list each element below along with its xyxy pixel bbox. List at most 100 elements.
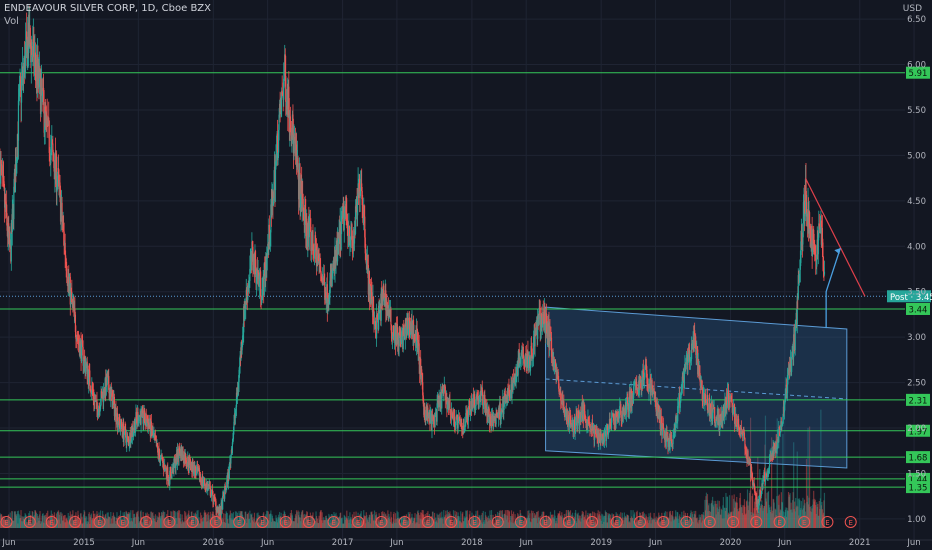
channel-area[interactable]	[545, 306, 848, 469]
earnings-event-marker[interactable]	[773, 516, 786, 528]
earnings-event-marker[interactable]	[233, 516, 246, 528]
channel-midline[interactable]	[545, 378, 847, 400]
volume-bar	[330, 514, 333, 528]
volume-bar	[92, 518, 94, 528]
candle-body	[814, 252, 816, 255]
volume-bar	[70, 514, 72, 528]
earnings-event-marker[interactable]	[68, 516, 81, 528]
earnings-event-marker[interactable]	[610, 516, 623, 528]
earnings-event-marker[interactable]	[703, 516, 716, 528]
volume-bar	[153, 515, 155, 528]
volume-bar	[667, 516, 669, 528]
candle-body	[380, 292, 382, 321]
projection-arrow[interactable]	[825, 247, 841, 329]
earnings-event-marker[interactable]	[327, 516, 340, 528]
earnings-event-marker[interactable]	[586, 516, 599, 528]
candle-body	[216, 508, 219, 513]
earnings-event-marker[interactable]	[163, 516, 176, 528]
candle-body	[19, 79, 22, 83]
earnings-event-marker[interactable]	[680, 516, 693, 528]
volume-bar	[404, 516, 406, 528]
earnings-event-marker[interactable]	[515, 516, 528, 528]
earnings-event-marker[interactable]	[209, 516, 222, 528]
earnings-event-marker[interactable]	[93, 516, 106, 528]
volume-bar	[674, 516, 676, 528]
volume-bar	[208, 515, 210, 528]
earnings-event-marker[interactable]	[633, 516, 646, 528]
candle-body	[466, 415, 468, 417]
volume-bar	[287, 515, 289, 528]
earnings-event-marker[interactable]	[750, 516, 763, 528]
volume-bar	[425, 521, 427, 528]
earnings-event-marker[interactable]	[821, 516, 834, 528]
candle-body	[734, 423, 736, 425]
volume-bar	[719, 514, 721, 528]
volume-bar	[380, 518, 382, 528]
earnings-event-marker[interactable]	[844, 516, 857, 528]
earnings-event-marker[interactable]	[398, 516, 411, 528]
candle-body	[133, 428, 135, 432]
candle-body	[237, 381, 240, 389]
volume-bar	[529, 521, 532, 528]
earnings-event-marker[interactable]	[468, 516, 481, 528]
earnings-event-marker[interactable]	[0, 516, 13, 528]
earnings-event-marker[interactable]	[421, 516, 434, 528]
earnings-event-marker[interactable]	[279, 516, 292, 528]
volume-bar	[429, 516, 431, 528]
candle-body	[90, 392, 92, 394]
candle-body	[53, 160, 55, 169]
downtrend-line[interactable]	[804, 177, 866, 297]
volume-bar	[716, 507, 718, 528]
volume-bar	[344, 515, 346, 528]
earnings-event-marker[interactable]	[375, 516, 388, 528]
volume-bar	[124, 516, 126, 528]
price-channel[interactable]	[545, 306, 848, 469]
volume-bar	[611, 517, 614, 528]
candle-body	[168, 480, 170, 481]
volume-bar	[25, 514, 27, 528]
volume-bar	[760, 505, 762, 528]
earnings-event-marker[interactable]	[445, 516, 458, 528]
time-tick-label: 2015	[73, 538, 95, 548]
earnings-event-marker[interactable]	[45, 516, 58, 528]
volume-bar	[565, 513, 567, 528]
volume-bar	[263, 518, 265, 528]
volume-bar	[325, 515, 327, 528]
earnings-event-marker[interactable]	[302, 516, 315, 528]
volume-bar	[97, 519, 99, 528]
earnings-event-marker[interactable]	[186, 516, 199, 528]
earnings-event-marker[interactable]	[256, 516, 269, 528]
candle-body	[765, 473, 767, 477]
volume-bar	[774, 517, 776, 528]
candle-body	[238, 369, 240, 382]
volume-bar	[653, 512, 655, 528]
trend-drawings[interactable]	[804, 177, 866, 329]
last-price-tag[interactable]	[887, 290, 931, 303]
earnings-event-marker[interactable]	[23, 516, 36, 528]
volume-bar	[586, 514, 589, 528]
earnings-event-marker[interactable]	[539, 516, 552, 528]
time-axis[interactable]: Jun 2015 Jun 2016 Jun 2017 Jun 2018 Jun 2019 Jun 20…	[0, 538, 932, 548]
earnings-event-marker[interactable]	[727, 516, 740, 528]
earnings-event-marker[interactable]	[491, 516, 504, 528]
volume-bar	[343, 514, 345, 528]
volume-bar	[447, 511, 449, 528]
candle-body	[747, 450, 749, 463]
earnings-event-marker[interactable]	[657, 516, 670, 528]
candle-body	[623, 408, 625, 412]
volume-bar	[287, 518, 289, 528]
earnings-event-marker[interactable]	[352, 516, 365, 528]
volume-bar	[488, 518, 491, 528]
candle-body	[633, 386, 635, 398]
earnings-event-marker[interactable]	[140, 516, 153, 528]
candle-body	[505, 401, 507, 403]
earnings-event-marker[interactable]	[562, 516, 575, 528]
volume-bar	[112, 523, 114, 528]
earnings-event-marker[interactable]	[798, 516, 811, 528]
earnings-event-marker[interactable]	[116, 516, 129, 528]
candle-body	[528, 359, 530, 364]
price-axis[interactable]: 1.001.502.002.503.003.504.004.505.005.50…	[905, 0, 932, 550]
